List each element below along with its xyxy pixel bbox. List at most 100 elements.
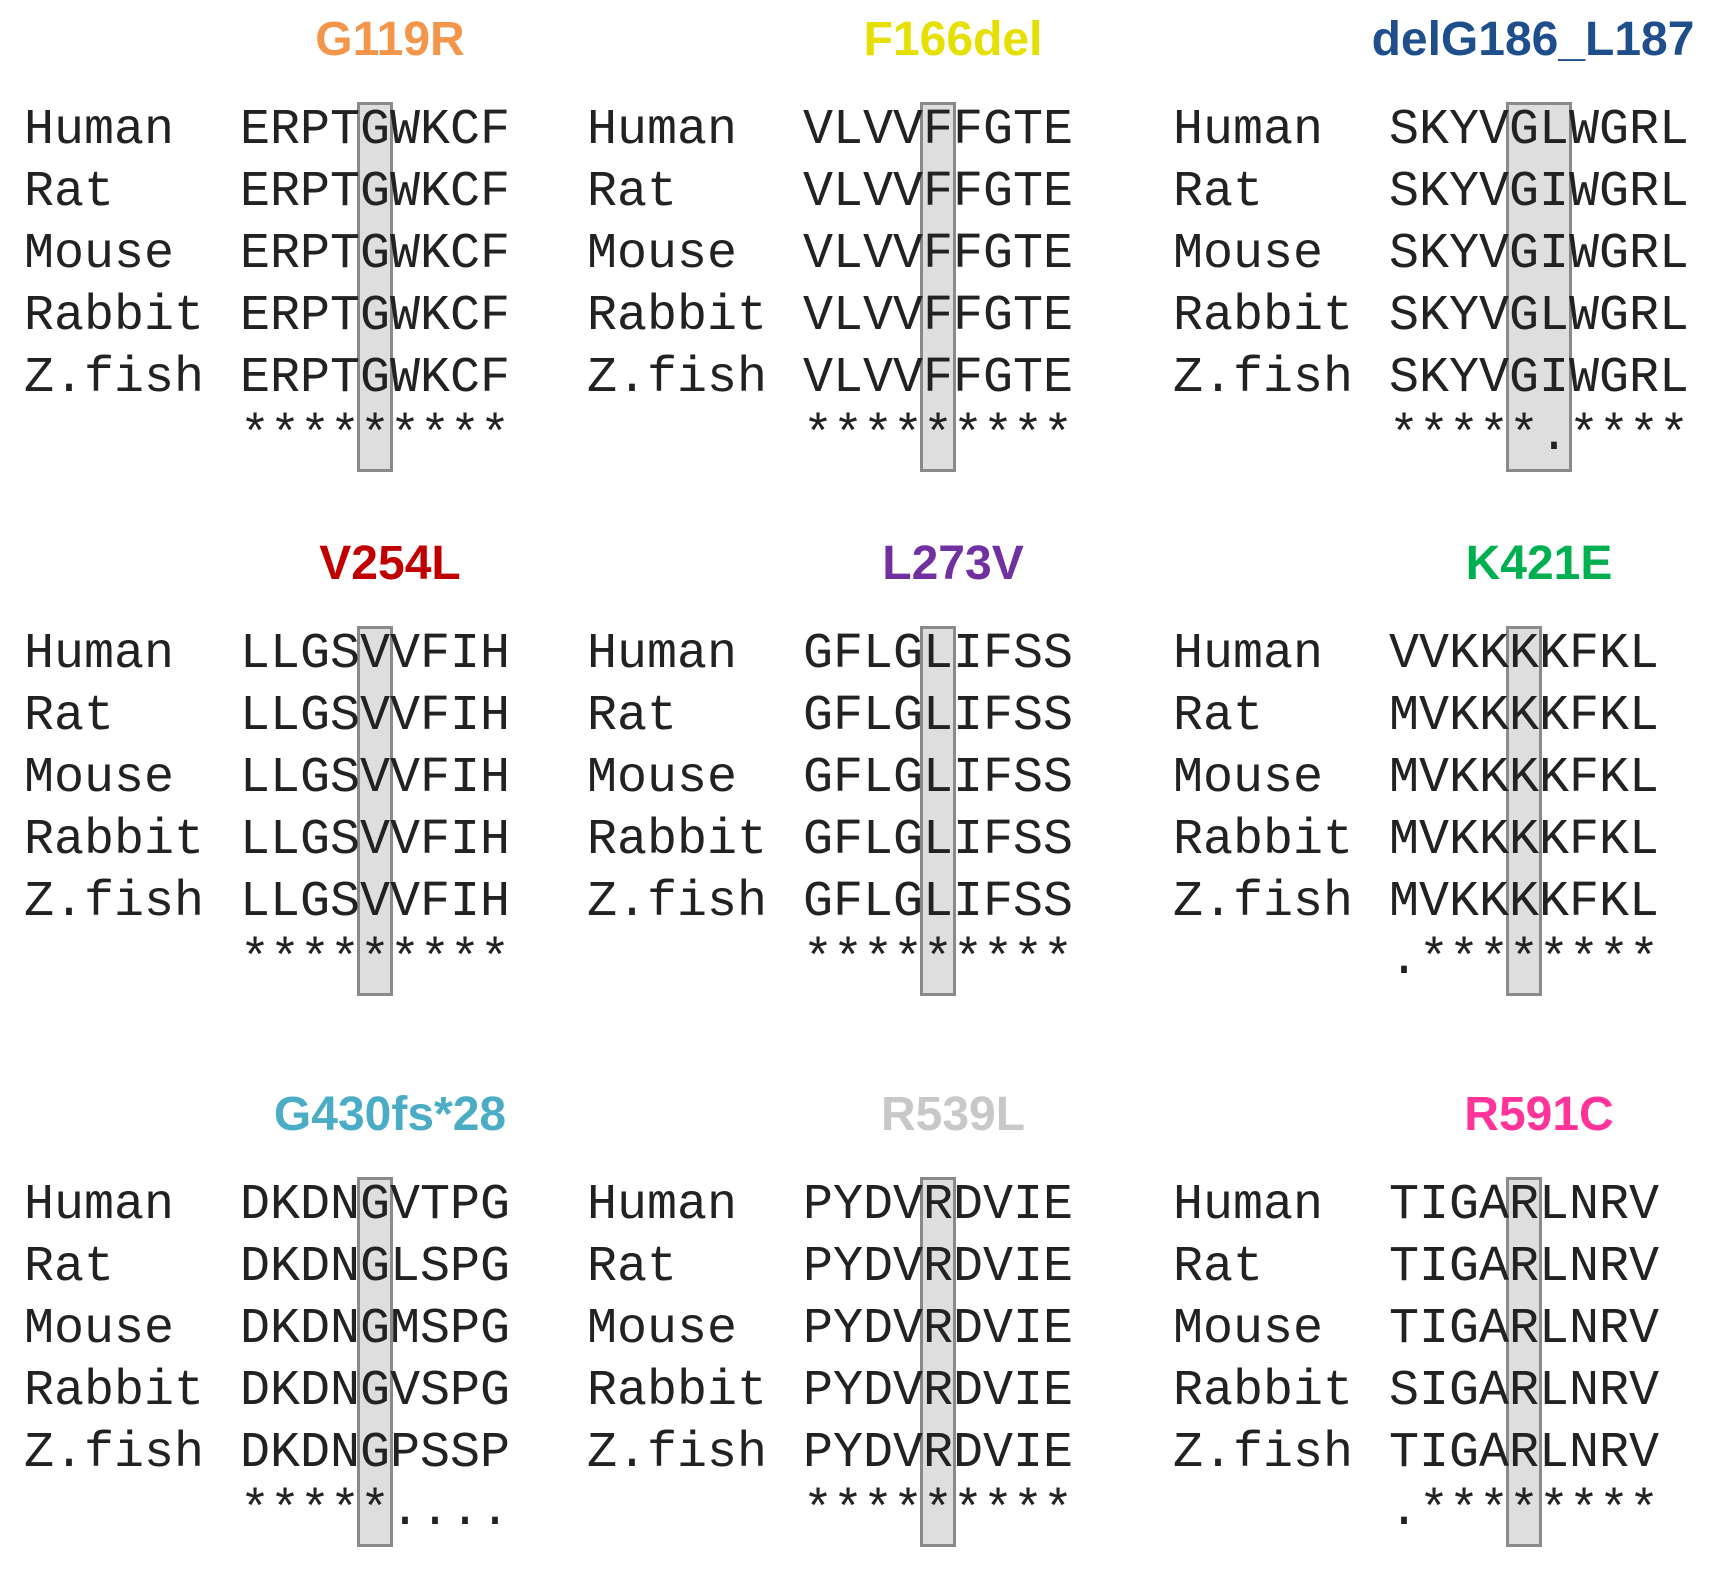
alignment-panel-r591c: R591C Human TIGARLNRV Rat TIGARLNRV Mouse TIGA… [1173,1075,1709,1575]
species-label: Mouse [1173,226,1324,283]
species-label: Z.fish [24,350,205,407]
sequence: PYDVRDVIE [803,1177,1074,1234]
species-label: Rat [587,688,678,745]
species-label: Human [24,626,175,683]
sequence: GFLGLIFSS [803,626,1074,683]
species-label: Rabbit [24,1363,205,1420]
sequence: SKYVGIWGRL [1389,164,1690,221]
sequence: TIGARLNRV [1389,1425,1660,1482]
conservation-line: .******** [1389,932,1660,989]
sequence: VLVVFFGTE [803,164,1074,221]
species-label: Mouse [587,1301,738,1358]
sequence: ERPTGWKCF [240,226,511,283]
sequence: LLGSVVFIH [240,812,511,869]
highlight-box [357,626,393,996]
species-label: Human [24,102,175,159]
species-label: Z.fish [587,874,768,931]
species-label: Z.fish [1173,1425,1354,1482]
species-label: Z.fish [1173,874,1354,931]
species-label: Mouse [1173,1301,1324,1358]
mutation-title: K421E [1465,537,1613,590]
sequence: GFLGLIFSS [803,750,1074,807]
species-label: Human [1173,102,1324,159]
species-label: Rabbit [1173,1363,1354,1420]
sequence: VLVVFFGTE [803,350,1074,407]
highlight-box [1506,102,1572,472]
sequence: MVKKKKFKL [1389,688,1660,745]
species-label: Mouse [1173,750,1324,807]
species-label: Rabbit [587,288,768,345]
mutation-title: V254L [319,537,461,590]
highlight-box [920,626,956,996]
species-label: Human [24,1177,175,1234]
conservation-line: *****.... [240,1483,511,1540]
sequence: PYDVRDVIE [803,1425,1074,1482]
alignment-panel-f166del: F166del Human VLVVFFGTE Rat VLVVFFGTE Mouse VL… [587,0,1147,500]
conservation-line: ********* [803,1483,1074,1540]
sequence: ERPTGWKCF [240,102,511,159]
alignment-panel-v254l: V254L Human LLGSVVFIH Rat LLGSVVFIH Mouse LLGS… [24,524,584,1024]
species-label: Mouse [24,1301,175,1358]
species-label: Rat [1173,164,1264,221]
species-label: Human [587,102,738,159]
alignment-panel-r539l: R539L Human PYDVRDVIE Rat PYDVRDVIE Mouse PYDV… [587,1075,1147,1575]
sequence: PYDVRDVIE [803,1363,1074,1420]
species-label: Z.fish [24,874,205,931]
sequence: MVKKKKFKL [1389,874,1660,931]
species-label: Human [1173,1177,1324,1234]
sequence: LLGSVVFIH [240,688,511,745]
alignment-panel-l273v: L273V Human GFLGLIFSS Rat GFLGLIFSS Mouse GFLG… [587,524,1147,1024]
species-label: Rat [587,1239,678,1296]
sequence: VLVVFFGTE [803,288,1074,345]
sequence: ERPTGWKCF [240,164,511,221]
species-label: Rabbit [24,288,205,345]
sequence: LLGSVVFIH [240,874,511,931]
sequence: VLVVFFGTE [803,102,1074,159]
sequence: SKYVGLWGRL [1389,102,1690,159]
species-label: Rabbit [587,812,768,869]
mutation-title: L273V [882,537,1024,590]
highlight-box [1506,626,1542,996]
sequence: TIGARLNRV [1389,1177,1660,1234]
sequence: SIGARLNRV [1389,1363,1660,1420]
conservation-line: ********* [240,932,511,989]
species-label: Z.fish [587,350,768,407]
species-label: Human [1173,626,1324,683]
sequence: GFLGLIFSS [803,812,1074,869]
conservation-line: ********* [803,932,1074,989]
species-label: Rabbit [1173,288,1354,345]
conservation-line: .******** [1389,1483,1660,1540]
mutation-title: G430fs*28 [273,1088,507,1141]
species-label: Human [587,626,738,683]
species-label: Rat [24,1239,115,1296]
sequence: GFLGLIFSS [803,688,1074,745]
species-label: Mouse [587,226,738,283]
sequence: VLVVFFGTE [803,226,1074,283]
highlight-box [357,1177,393,1547]
species-label: Rat [24,688,115,745]
sequence: SKYVGLWGRL [1389,288,1690,345]
species-label: Rabbit [1173,812,1354,869]
species-label: Z.fish [1173,350,1354,407]
mutation-title: F166del [863,13,1043,66]
alignment-panel-delg186-l187: delG186_L187 Human SKYVGLWGRL Rat SKYVGIWGRL… [1173,0,1709,500]
sequence: DKDNGVSPG [240,1363,511,1420]
alignment-panel-g430fs-28: G430fs*28 Human DKDNGVTPG Rat DKDNGLSPG Mouse… [24,1075,584,1575]
species-label: Rat [1173,1239,1264,1296]
sequence: DKDNGLSPG [240,1239,511,1296]
sequence: LLGSVVFIH [240,750,511,807]
highlight-box [357,102,393,472]
species-label: Mouse [24,750,175,807]
highlight-box [920,102,956,472]
alignment-panel-k421e: K421E Human VVKKKKFKL Rat MVKKKKFKL Mouse MVKK… [1173,524,1709,1024]
species-label: Rat [24,164,115,221]
highlight-box [1506,1177,1542,1547]
sequence: SKYVGIWGRL [1389,226,1690,283]
sequence: TIGARLNRV [1389,1239,1660,1296]
mutation-title: R539L [880,1088,1026,1141]
species-label: Rat [1173,688,1264,745]
sequence: MVKKKKFKL [1389,750,1660,807]
sequence: GFLGLIFSS [803,874,1074,931]
species-label: Human [587,1177,738,1234]
species-label: Rabbit [587,1363,768,1420]
